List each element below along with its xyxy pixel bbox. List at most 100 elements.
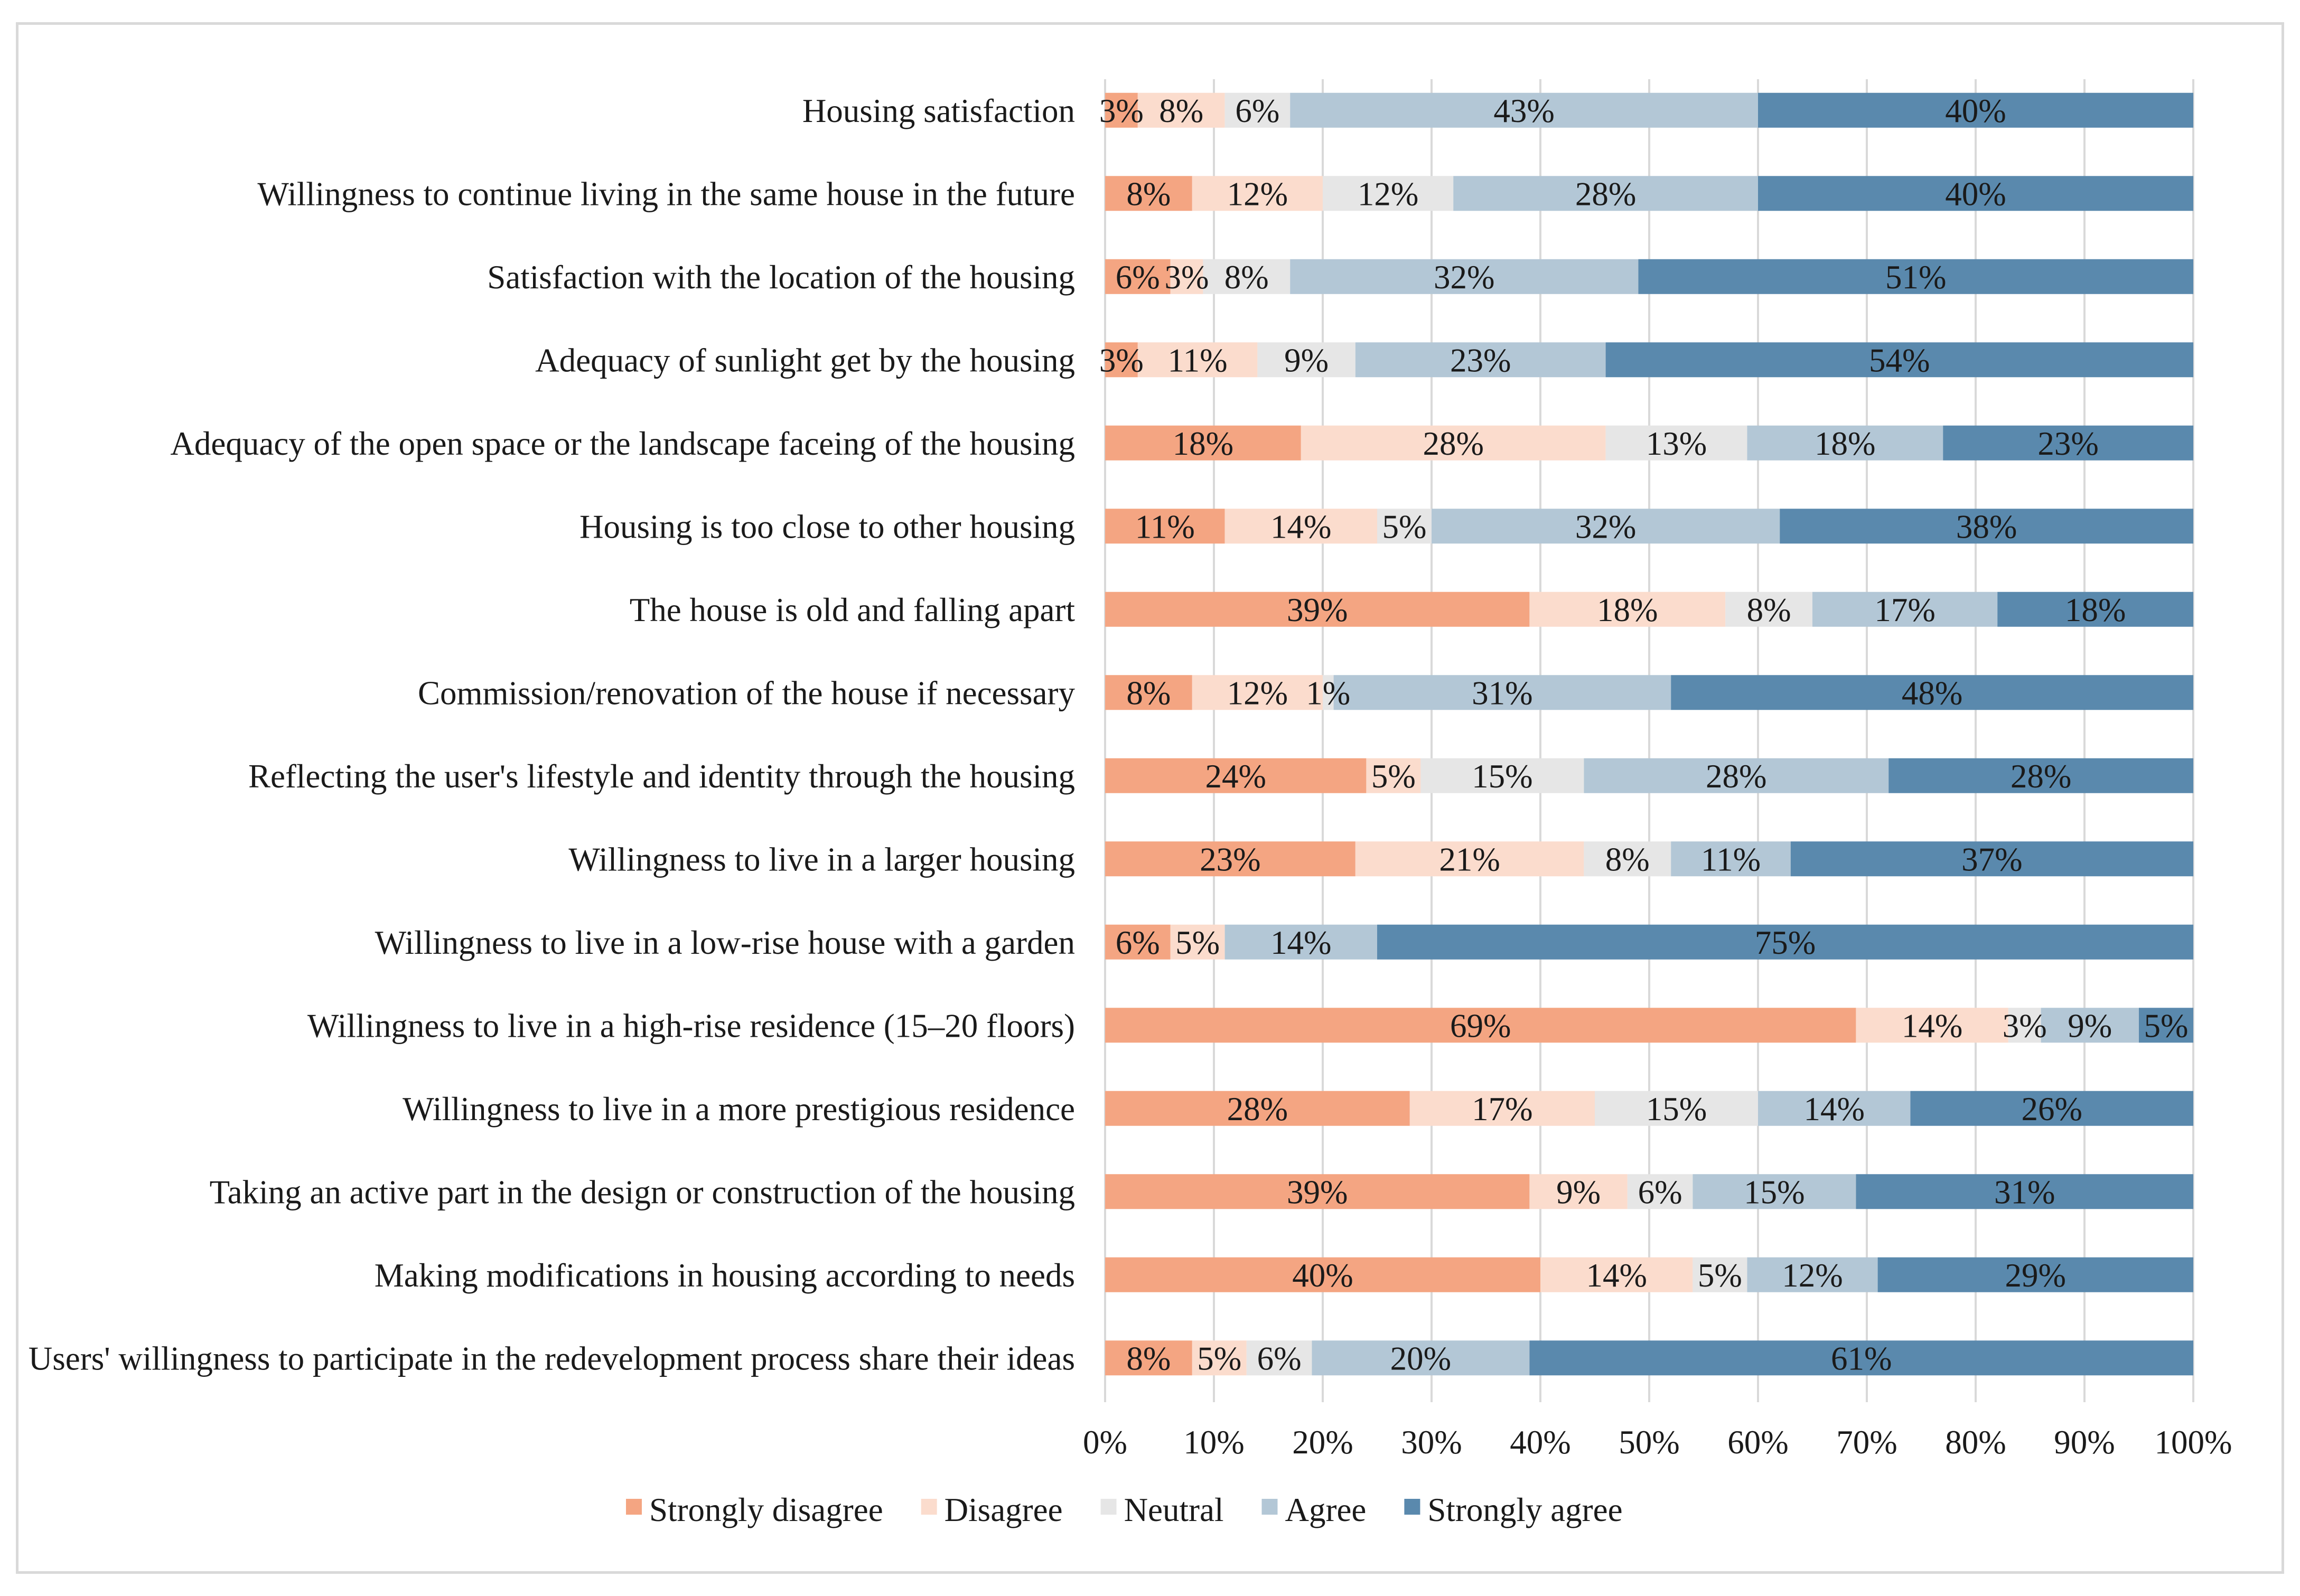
legend-swatch — [1404, 1499, 1420, 1515]
category-label: Adequacy of the open space or the landsc… — [170, 425, 1075, 462]
data-label: 18% — [2065, 592, 2126, 628]
bar-segment — [1432, 509, 1780, 544]
bar-segment — [1790, 841, 2193, 877]
bar-segment — [1453, 176, 1758, 211]
data-label: 18% — [1173, 425, 1233, 462]
data-label: 28% — [1227, 1091, 1288, 1128]
bar-segment — [1540, 1257, 1693, 1292]
category-label: Housing is too close to other housing — [579, 508, 1075, 545]
data-label: 26% — [2021, 1091, 2082, 1128]
data-label: 40% — [1945, 92, 2006, 129]
bar-segment — [1910, 1091, 2193, 1126]
data-label: 3% — [1099, 92, 1144, 129]
data-label: 17% — [1472, 1091, 1532, 1128]
bar-segment — [1377, 509, 1432, 544]
bar-segment — [1105, 1008, 1856, 1043]
data-label: 8% — [1126, 175, 1171, 212]
x-tick-label: 60% — [1727, 1424, 1788, 1461]
data-label: 12% — [1358, 175, 1418, 212]
bar-segment — [1105, 509, 1225, 544]
bar-segment — [1203, 259, 1291, 294]
data-label: 32% — [1575, 508, 1636, 545]
data-label: 14% — [1586, 1257, 1647, 1294]
x-tick-label: 10% — [1183, 1424, 1244, 1461]
data-label: 32% — [1434, 259, 1494, 296]
data-label: 8% — [1605, 841, 1650, 878]
data-label: 75% — [1755, 924, 1816, 961]
data-label: 5% — [1175, 924, 1220, 961]
data-label: 48% — [1902, 674, 1962, 711]
legend-swatch — [1261, 1499, 1278, 1515]
bar-segment — [1997, 592, 2193, 627]
bar-segment — [1420, 758, 1584, 793]
bar-segment — [1105, 841, 1355, 877]
data-label: 17% — [1874, 592, 1935, 628]
legend-label: Neutral — [1124, 1491, 1224, 1528]
bar-segment — [1290, 259, 1639, 294]
data-label: 39% — [1287, 592, 1348, 628]
bars — [1105, 92, 2193, 1376]
bar-segment — [1747, 1257, 1878, 1292]
bar-segment — [1856, 1008, 2008, 1043]
data-label: 8% — [1126, 674, 1171, 711]
data-label: 37% — [1961, 841, 2022, 878]
data-label: 8% — [1159, 92, 1203, 129]
bar-segment — [1671, 841, 1791, 877]
bar-segment — [1627, 1174, 1693, 1209]
data-label: 5% — [1197, 1340, 1241, 1377]
data-label: 1% — [1306, 674, 1350, 711]
x-tick-label: 30% — [1401, 1424, 1462, 1461]
data-label: 6% — [1116, 924, 1160, 961]
data-label: 28% — [1706, 758, 1766, 795]
bar-segment — [1409, 1091, 1595, 1126]
data-label: 15% — [1646, 1091, 1707, 1128]
bar-segment — [1105, 176, 1192, 211]
category-label: The house is old and falling apart — [630, 592, 1076, 628]
x-tick-label: 70% — [1836, 1424, 1897, 1461]
bar-segment — [1780, 509, 2193, 544]
data-label: 11% — [1168, 342, 1228, 379]
data-label: 39% — [1287, 1173, 1348, 1210]
data-label: 20% — [1390, 1340, 1451, 1377]
data-label: 6% — [1638, 1173, 1682, 1210]
bar-segment — [1137, 92, 1225, 128]
bar-segment — [1584, 841, 1671, 877]
data-labels: 3% 8% 6% 43% 40%8% 12% 12% 28% 40%6% 3% 8% 32% 51%3%… — [1099, 92, 2189, 1377]
bar-segment — [1377, 924, 2193, 960]
category-label: Willingness to live in a high-rise resid… — [307, 1007, 1075, 1044]
data-label: 8% — [1747, 592, 1791, 628]
bar-segment — [1246, 1340, 1312, 1376]
x-tick-label: 40% — [1510, 1424, 1570, 1461]
category-label: Taking an active part in the design or c… — [210, 1173, 1075, 1210]
bar-segment — [1105, 259, 1171, 294]
bar-segment — [1693, 1257, 1747, 1292]
bar-segment — [1877, 1257, 2193, 1292]
data-label: 3% — [1099, 342, 1144, 379]
bar-segment — [1137, 342, 1258, 378]
bar-segment — [1693, 1174, 1856, 1209]
bar-segment — [1529, 1340, 2193, 1376]
legend-label: Disagree — [945, 1491, 1063, 1528]
bar-segment — [1301, 425, 1606, 461]
bar-segment — [1290, 92, 1758, 128]
legend-swatch — [1100, 1499, 1117, 1515]
data-label: 11% — [1701, 841, 1761, 878]
data-label: 28% — [1423, 425, 1483, 462]
bar-segment — [1105, 924, 1171, 960]
bar-segment — [2139, 1008, 2193, 1043]
x-tick-label: 20% — [1292, 1424, 1353, 1461]
data-label: 69% — [1450, 1007, 1511, 1044]
category-label: Willingness to live in a more prestigiou… — [403, 1091, 1075, 1128]
data-label: 9% — [1284, 342, 1329, 379]
category-label: Willingness to continue living in the sa… — [257, 175, 1075, 212]
data-label: 5% — [1382, 508, 1427, 545]
bar-segment — [1333, 675, 1671, 710]
bar-segment — [1170, 924, 1225, 960]
bar-segment — [1758, 1091, 1911, 1126]
x-axis-ticks: 0% 10% 20% 30% 40% 50% 60% 70% 80% 90% 100% — [1083, 1424, 2232, 1461]
data-label: 3% — [1165, 259, 1209, 296]
data-label: 21% — [1439, 841, 1500, 878]
category-label: Housing satisfaction — [802, 92, 1075, 129]
data-label: 31% — [1994, 1173, 2055, 1210]
